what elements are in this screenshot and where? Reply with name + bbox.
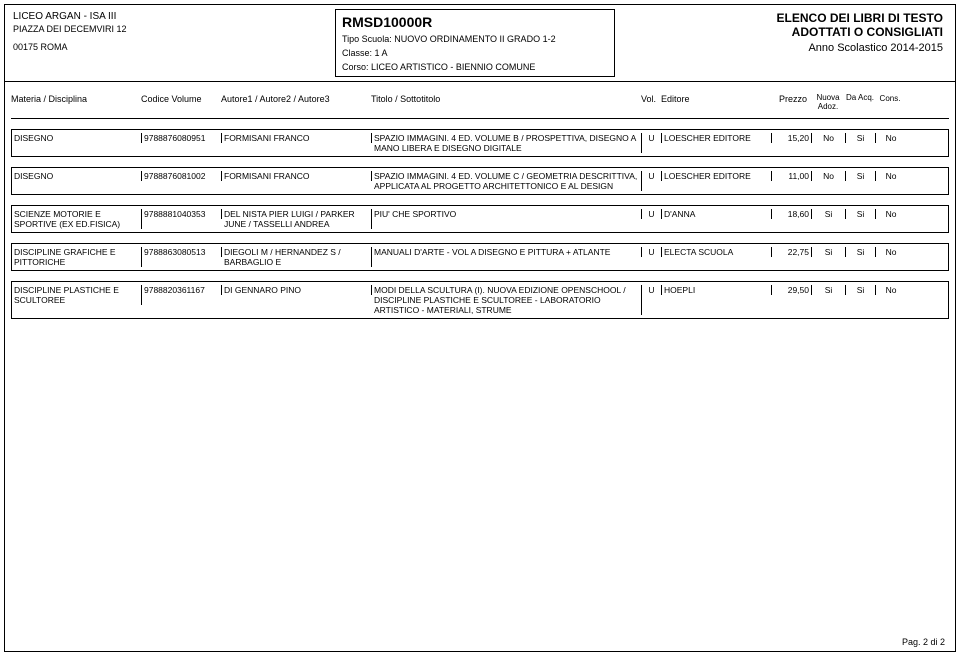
table-row: DISEGNO9788876081002FORMISANI FRANCOSPAZ… <box>11 167 949 195</box>
column-headers: Materia / Disciplina Codice Volume Autor… <box>11 88 949 119</box>
cell-da: Si <box>846 209 876 219</box>
cell-da: Si <box>846 285 876 295</box>
cell-cons: No <box>876 285 906 295</box>
cell-materia: DISEGNO <box>12 171 142 181</box>
tipo-row: Tipo Scuola: NUOVO ORDINAMENTO II GRADO … <box>342 34 608 44</box>
cell-autore: DI GENNARO PINO <box>222 285 372 295</box>
cell-prezzo: 29,50 <box>772 285 812 295</box>
cell-titolo: SPAZIO IMMAGINI. 4 ED. VOLUME C / GEOMET… <box>372 171 642 191</box>
cell-prezzo: 22,75 <box>772 247 812 257</box>
cell-nuova: No <box>812 171 846 181</box>
cell-cons: No <box>876 171 906 181</box>
cell-codice: 9788876080951 <box>142 133 222 143</box>
table-row: SCIENZE MOTORIE E SPORTIVE (EX ED.FISICA… <box>11 205 949 233</box>
cell-autore: FORMISANI FRANCO <box>222 171 372 181</box>
page-frame: LICEO ARGAN - ISA III PIAZZA DEI DECEMVI… <box>4 4 956 652</box>
cell-codice: 9788863080513 <box>142 247 222 257</box>
hdr-vol: Vol. <box>641 94 661 112</box>
cell-autore: DEL NISTA PIER LUIGI / PARKER JUNE / TAS… <box>222 209 372 229</box>
body-area: Materia / Disciplina Codice Volume Autor… <box>5 82 955 325</box>
cell-vol: U <box>642 209 662 219</box>
hdr-editore: Editore <box>661 94 771 112</box>
cell-editore: LOESCHER EDITORE <box>662 171 772 181</box>
corso-value: LICEO ARTISTICO - BIENNIO COMUNE <box>371 62 535 72</box>
school-block: LICEO ARGAN - ISA III PIAZZA DEI DECEMVI… <box>5 5 335 81</box>
cell-editore: ELECTA SCUOLA <box>662 247 772 257</box>
cell-titolo: PIU' CHE SPORTIVO <box>372 209 642 219</box>
elenco-line2: ADOTTATI O CONSIGLIATI <box>627 25 943 39</box>
cell-autore: DIEGOLI M / HERNANDEZ S / BARBAGLIO E <box>222 247 372 267</box>
hdr-autore: Autore1 / Autore2 / Autore3 <box>221 94 371 112</box>
corso-label: Corso: <box>342 62 369 72</box>
table-row: DISCIPLINE GRAFICHE E PITTORICHE97888630… <box>11 243 949 271</box>
classe-value: 1 A <box>375 48 388 58</box>
rows-container: DISEGNO9788876080951FORMISANI FRANCOSPAZ… <box>11 129 949 319</box>
cell-codice: 9788881040353 <box>142 209 222 219</box>
hdr-materia: Materia / Disciplina <box>11 94 141 112</box>
school-cap-city: 00175 ROMA <box>13 42 327 52</box>
cell-vol: U <box>642 171 662 181</box>
cell-nuova: Si <box>812 247 846 257</box>
hdr-da: Da Acq. <box>845 94 875 112</box>
cell-vol: U <box>642 285 662 295</box>
corso-row: Corso: LICEO ARTISTICO - BIENNIO COMUNE <box>342 62 608 72</box>
header: LICEO ARGAN - ISA III PIAZZA DEI DECEMVI… <box>5 5 955 82</box>
school-name: LICEO ARGAN - ISA III <box>13 11 327 22</box>
classe-row: Classe: 1 A <box>342 48 608 58</box>
cell-cons: No <box>876 209 906 219</box>
hdr-codice: Codice Volume <box>141 94 221 112</box>
cell-da: Si <box>846 247 876 257</box>
hdr-cons: Cons. <box>875 94 905 112</box>
cell-prezzo: 18,60 <box>772 209 812 219</box>
table-row: DISCIPLINE PLASTICHE E SCULTOREE97888203… <box>11 281 949 319</box>
cell-codice: 9788876081002 <box>142 171 222 181</box>
school-code: RMSD10000R <box>342 14 608 30</box>
cell-cons: No <box>876 133 906 143</box>
cell-nuova: Si <box>812 285 846 295</box>
cell-titolo: SPAZIO IMMAGINI. 4 ED. VOLUME B / PROSPE… <box>372 133 642 153</box>
cell-editore: D'ANNA <box>662 209 772 219</box>
hdr-titolo: Titolo / Sottotitolo <box>371 94 641 112</box>
elenco-block: ELENCO DEI LIBRI DI TESTO ADOTTATI O CON… <box>615 5 955 81</box>
tipo-label: Tipo Scuola: <box>342 34 392 44</box>
anno-scolastico: Anno Scolastico 2014-2015 <box>627 42 943 54</box>
table-row: DISEGNO9788876080951FORMISANI FRANCOSPAZ… <box>11 129 949 157</box>
cell-da: Si <box>846 133 876 143</box>
cell-nuova: No <box>812 133 846 143</box>
elenco-line1: ELENCO DEI LIBRI DI TESTO <box>627 11 943 25</box>
cell-da: Si <box>846 171 876 181</box>
school-address: PIAZZA DEI DECEMVIRI 12 <box>13 24 327 34</box>
cell-vol: U <box>642 133 662 143</box>
cell-materia: DISCIPLINE GRAFICHE E PITTORICHE <box>12 247 142 267</box>
cell-vol: U <box>642 247 662 257</box>
cell-editore: LOESCHER EDITORE <box>662 133 772 143</box>
hdr-prezzo: Prezzo <box>771 94 811 112</box>
cell-cons: No <box>876 247 906 257</box>
tipo-value: NUOVO ORDINAMENTO II GRADO 1-2 <box>394 34 555 44</box>
cell-titolo: MANUALI D'ARTE - VOL A DISEGNO E PITTURA… <box>372 247 642 257</box>
cell-autore: FORMISANI FRANCO <box>222 133 372 143</box>
code-block: RMSD10000R Tipo Scuola: NUOVO ORDINAMENT… <box>335 9 615 77</box>
cell-nuova: Si <box>812 209 846 219</box>
cell-editore: HOEPLI <box>662 285 772 295</box>
cell-materia: DISCIPLINE PLASTICHE E SCULTOREE <box>12 285 142 305</box>
cell-titolo: MODI DELLA SCULTURA (I). NUOVA EDIZIONE … <box>372 285 642 315</box>
hdr-nuova: Nuova Adoz. <box>811 94 845 112</box>
cell-materia: DISEGNO <box>12 133 142 143</box>
cell-materia: SCIENZE MOTORIE E SPORTIVE (EX ED.FISICA… <box>12 209 142 229</box>
classe-label: Classe: <box>342 48 372 58</box>
cell-prezzo: 11,00 <box>772 171 812 181</box>
cell-prezzo: 15,20 <box>772 133 812 143</box>
cell-codice: 9788820361167 <box>142 285 222 295</box>
page-footer: Pag. 2 di 2 <box>902 637 945 647</box>
